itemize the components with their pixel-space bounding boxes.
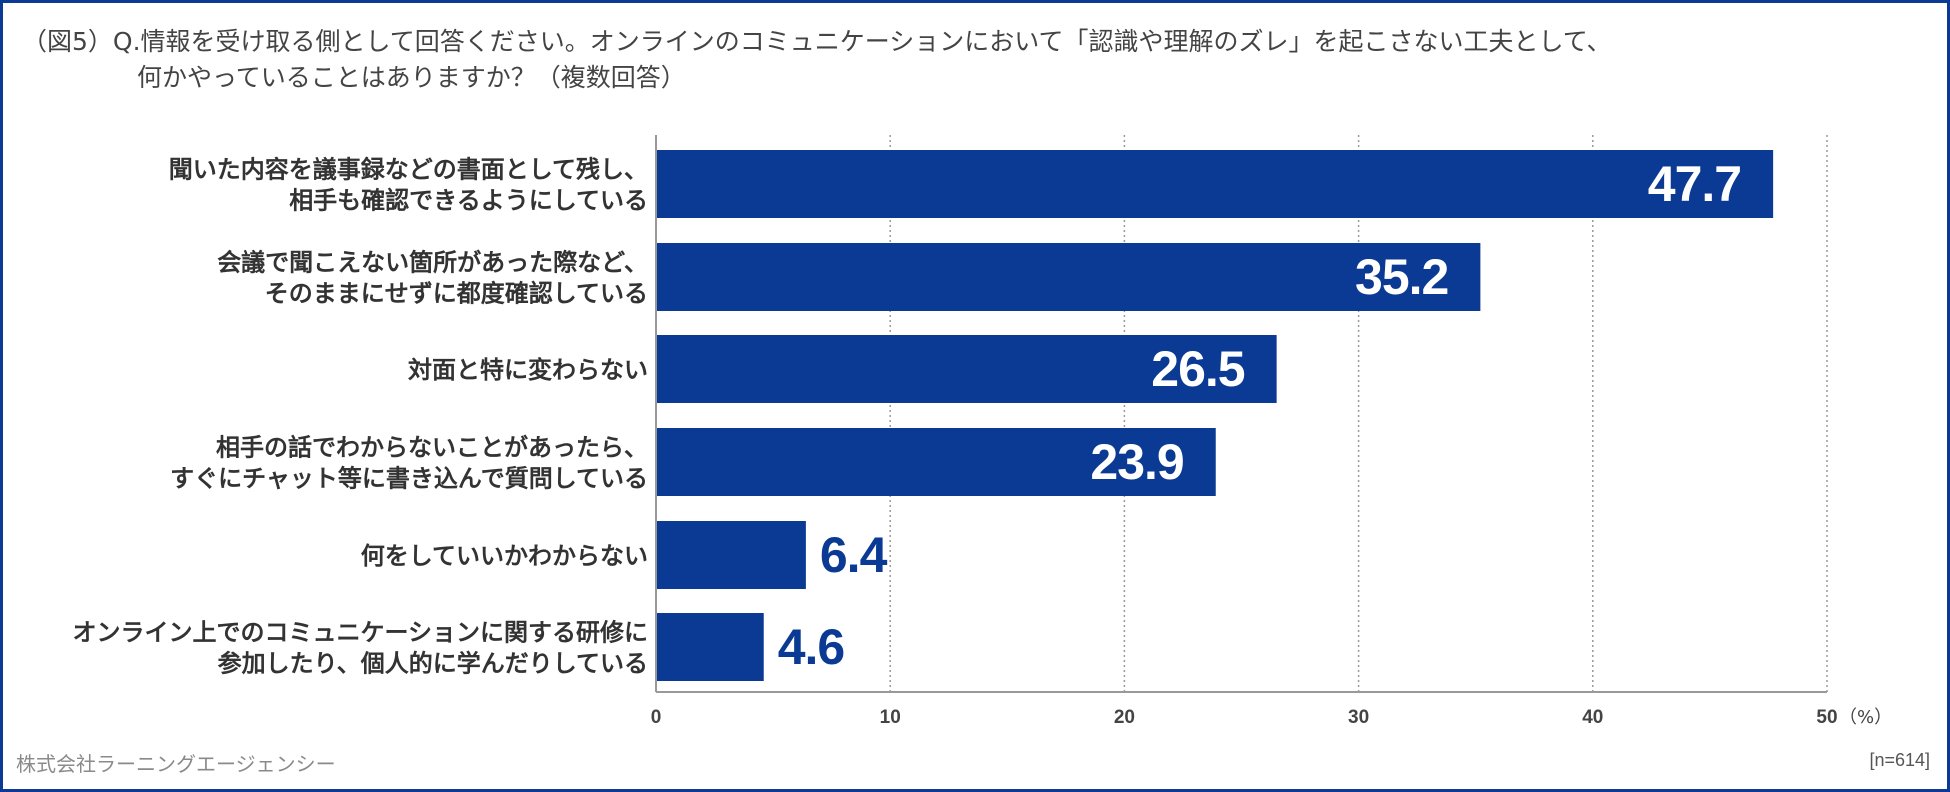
value-label-5: 6.4 — [820, 527, 888, 583]
company-name: 株式会社ラーニングエージェンシー — [16, 752, 336, 776]
tick-label-40: 40 — [1582, 707, 1603, 728]
category-label-6-line-1: オンライン上でのコミュニケーションに関する研修に — [72, 619, 648, 647]
value-label-1: 47.7 — [1648, 156, 1741, 212]
tick-label-50: 50 — [1816, 707, 1837, 728]
category-label-5: 何をしていいかわからない — [361, 542, 648, 570]
bar-5 — [656, 521, 806, 589]
unit-label: （%） — [1839, 707, 1892, 728]
tick-label-10: 10 — [880, 707, 901, 728]
value-label-4: 23.9 — [1090, 434, 1183, 490]
chart-title-line1: （図5）Q.情報を受け取る側として回答ください。オンラインのコミュニケーションに… — [22, 27, 1612, 56]
tick-label-0: 0 — [651, 707, 662, 728]
tick-label-30: 30 — [1348, 707, 1369, 728]
category-label-3: 対面と特に変わらない — [408, 356, 648, 384]
chart-title: （図5）Q.情報を受け取る側として回答ください。オンラインのコミュニケーションに… — [22, 24, 1612, 96]
sample-size: [n=614] — [1869, 750, 1930, 770]
category-label-2-line-2: そのままにせずに都度確認している — [265, 280, 648, 308]
chart-title-line2: 何かやっていることはありますか？（複数回答） — [137, 63, 686, 92]
category-label-1-line-2: 相手も確認できるようにしている — [289, 187, 648, 215]
category-label-4-line-1: 相手の話でわからないことがあったら、 — [216, 434, 648, 462]
category-label-2-line-1: 会議で聞こえない箇所があった際など、 — [217, 249, 648, 277]
category-label-6-line-2: 参加したり、個人的に学んだりしている — [218, 650, 648, 678]
value-label-2: 35.2 — [1355, 249, 1448, 305]
value-label-6: 4.6 — [778, 619, 845, 675]
tick-label-20: 20 — [1114, 707, 1135, 728]
category-label-1-line-1: 聞いた内容を議事録などの書面として残し、 — [169, 156, 648, 184]
bar-1 — [656, 150, 1774, 218]
bar-6 — [656, 613, 764, 681]
value-label-3: 26.5 — [1151, 341, 1245, 397]
bar-3 — [656, 335, 1277, 403]
category-label-4-line-2: すぐにチャット等に書き込んで質問している — [170, 465, 648, 493]
bar-4 — [656, 428, 1216, 496]
bar-2 — [656, 243, 1481, 311]
